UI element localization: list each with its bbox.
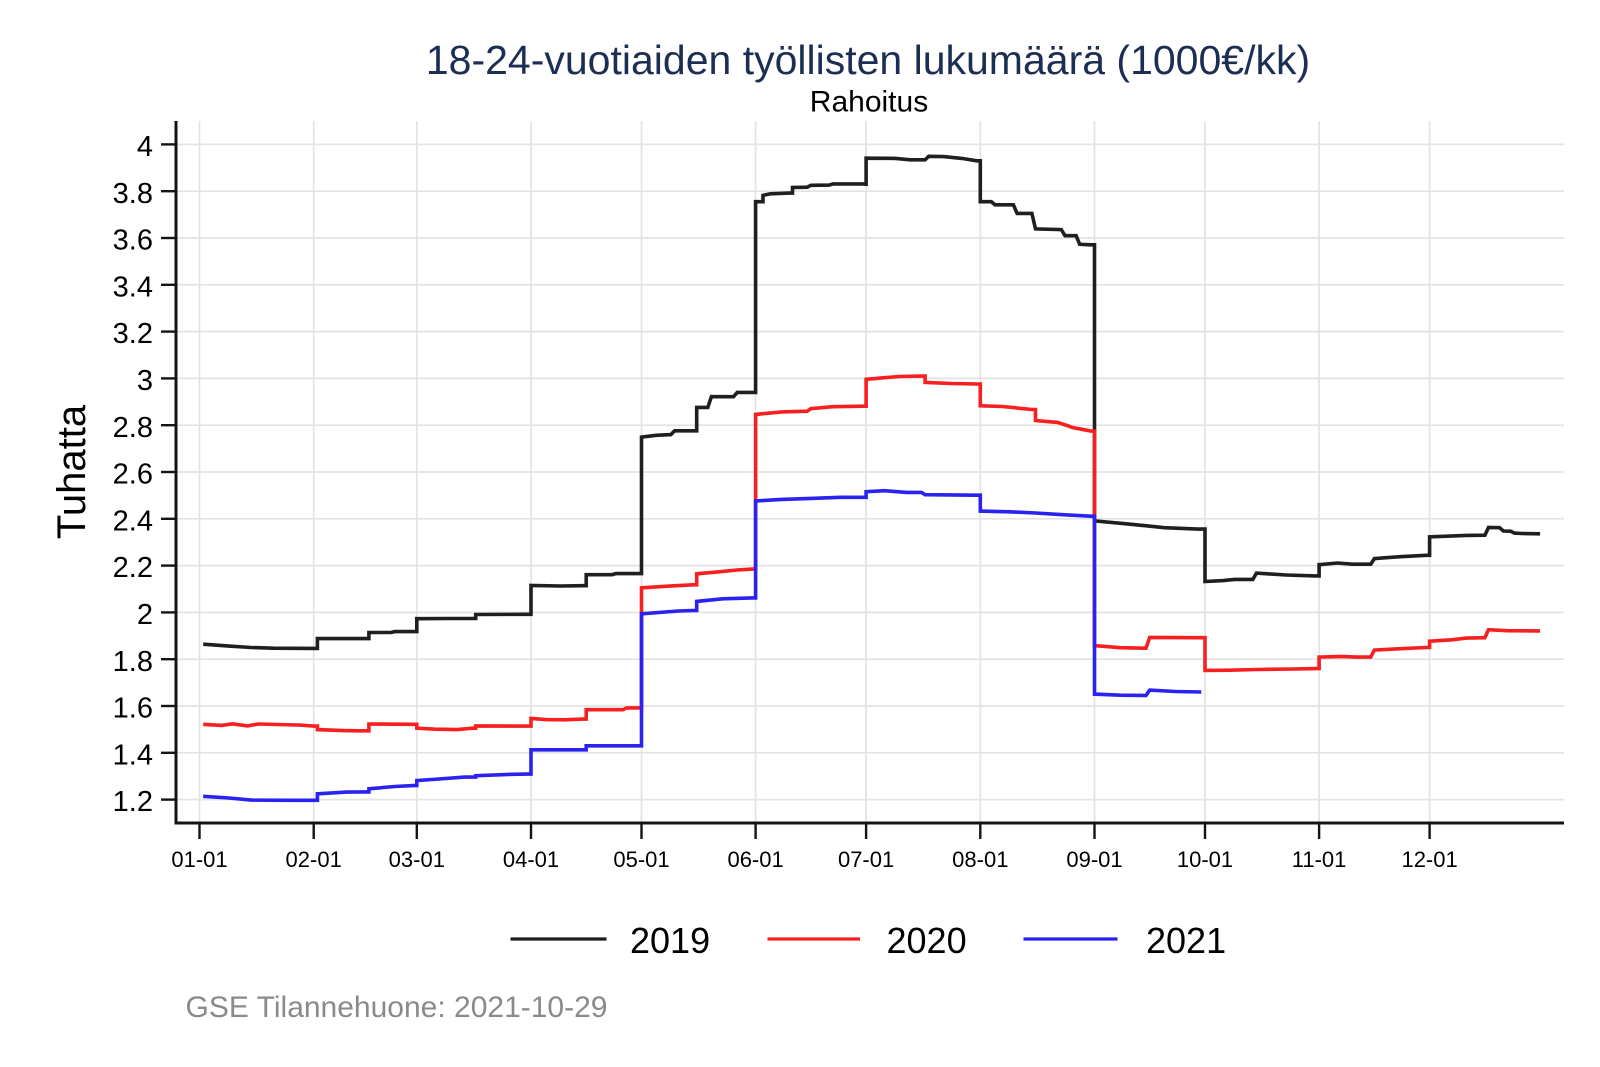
svg-text:2.8: 2.8: [113, 412, 153, 444]
svg-text:04-01: 04-01: [503, 847, 559, 872]
svg-text:06-01: 06-01: [727, 847, 783, 872]
svg-text:4: 4: [137, 131, 153, 163]
svg-text:Rahoitus: Rahoitus: [810, 86, 928, 119]
svg-text:2020: 2020: [887, 920, 967, 961]
svg-text:03-01: 03-01: [389, 847, 445, 872]
svg-text:3.6: 3.6: [113, 225, 153, 257]
svg-text:1.2: 1.2: [113, 786, 153, 818]
svg-text:3.2: 3.2: [113, 318, 153, 350]
svg-text:2.2: 2.2: [113, 552, 153, 584]
svg-text:1.8: 1.8: [113, 646, 153, 678]
svg-text:1.6: 1.6: [113, 693, 153, 725]
svg-text:3.4: 3.4: [113, 271, 153, 303]
svg-text:Tuhatta: Tuhatta: [50, 404, 94, 539]
svg-text:01-01: 01-01: [171, 847, 227, 872]
svg-text:11-01: 11-01: [1292, 847, 1347, 872]
svg-text:12-01: 12-01: [1401, 847, 1457, 872]
svg-text:2: 2: [137, 599, 153, 631]
svg-text:3.8: 3.8: [113, 178, 153, 210]
svg-text:2019: 2019: [630, 920, 710, 961]
svg-text:08-01: 08-01: [952, 847, 1008, 872]
svg-text:09-01: 09-01: [1066, 847, 1122, 872]
svg-text:GSE Tilannehuone: 2021-10-29: GSE Tilannehuone: 2021-10-29: [186, 991, 608, 1024]
svg-text:2.6: 2.6: [113, 459, 153, 491]
svg-text:2021: 2021: [1146, 920, 1226, 961]
svg-text:3: 3: [137, 365, 153, 397]
svg-text:02-01: 02-01: [286, 847, 342, 872]
svg-text:07-01: 07-01: [838, 847, 894, 872]
svg-text:05-01: 05-01: [613, 847, 669, 872]
svg-text:18-24-vuotiaiden työllisten lu: 18-24-vuotiaiden työllisten lukumäärä (1…: [426, 37, 1310, 83]
svg-text:10-01: 10-01: [1177, 847, 1233, 872]
svg-text:1.4: 1.4: [113, 739, 153, 771]
svg-text:2.4: 2.4: [113, 505, 153, 537]
